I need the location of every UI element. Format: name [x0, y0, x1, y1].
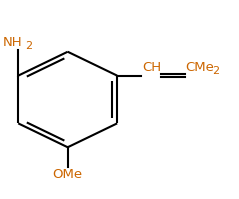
Text: CH: CH — [142, 61, 161, 74]
Text: NH: NH — [2, 36, 22, 49]
Text: 2: 2 — [212, 66, 219, 76]
Text: OMe: OMe — [53, 168, 83, 181]
Text: 2: 2 — [25, 41, 33, 51]
Text: CMe: CMe — [185, 61, 214, 74]
